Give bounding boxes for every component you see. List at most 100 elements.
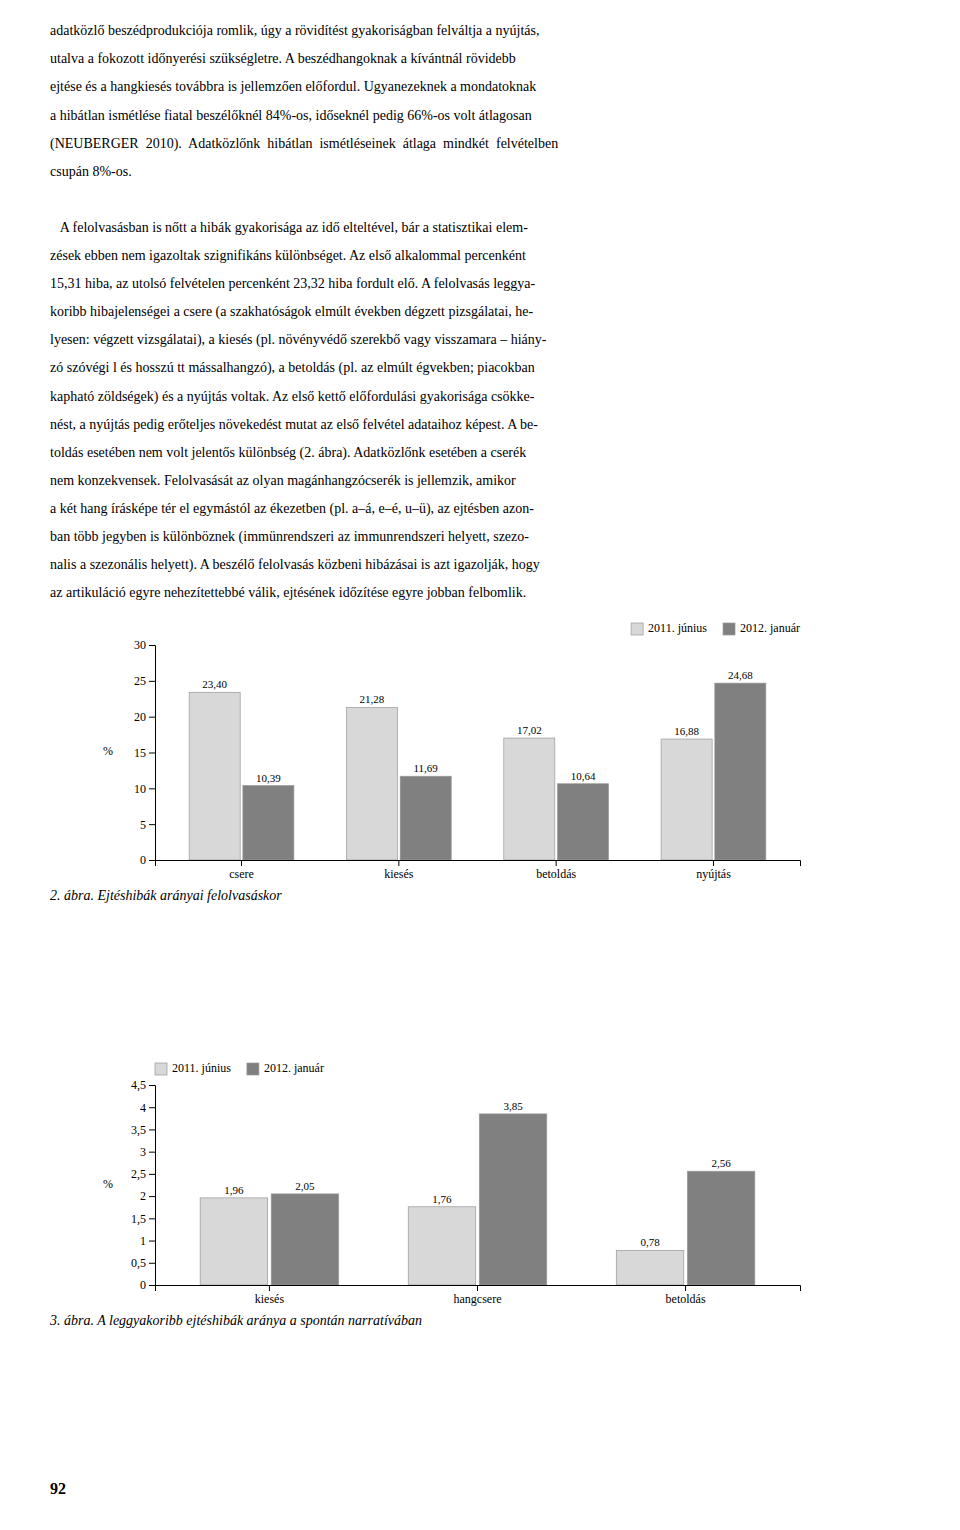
- x-tick-label: csere: [229, 867, 254, 881]
- text-line: (NEUBERGER 2010). Adatközlőnk hibátlan i…: [50, 136, 558, 152]
- bar: [189, 692, 240, 860]
- y-tick-label: 20: [134, 710, 146, 724]
- y-tick: 4,5: [131, 1078, 155, 1092]
- legend-item: 2011. június: [155, 1061, 231, 1075]
- y-tick-mark: [149, 788, 155, 789]
- y-tick: 0: [140, 853, 155, 867]
- x-tick: hangcsere: [454, 1285, 502, 1306]
- bar: [400, 776, 451, 860]
- legend-swatch: [723, 623, 735, 635]
- data-label: 0,78: [640, 1236, 660, 1248]
- x-tick-label: kiesés: [255, 1292, 285, 1306]
- y-tick-mark: [149, 1174, 155, 1175]
- text-line: koribb hibajelenségei a csere (a szakhat…: [50, 304, 534, 320]
- legend: 2011. június 2012. január: [155, 1061, 324, 1075]
- y-tick: 2: [140, 1189, 155, 1203]
- x-axis-line: [156, 861, 801, 867]
- x-tick-mark: [713, 860, 714, 866]
- y-tick-label: 0: [140, 853, 146, 867]
- y-tick: 15: [134, 746, 155, 760]
- x-tick: betoldás: [666, 1285, 706, 1306]
- y-tick-label: 30: [134, 638, 146, 652]
- bar: [271, 1194, 338, 1285]
- text-line: lyesen: végzett vizsgálatai), a kiesés (…: [50, 332, 547, 348]
- x-tick-mark: [685, 1285, 686, 1291]
- x-tick-mark: [241, 860, 242, 866]
- text-line: az artikuláció egyre nehezítettebbé váli…: [50, 585, 526, 600]
- y-tick-label: 4,5: [131, 1078, 146, 1092]
- x-tick-label: nyújtás: [696, 867, 731, 881]
- text-line: kapható zöldségek) és a nyújtás voltak. …: [50, 389, 535, 405]
- x-tick: kiesés: [255, 1285, 285, 1306]
- chart-caption: 3. ábra. A leggyakoribb ejtéshibák arány…: [49, 1313, 422, 1328]
- y-axis-line: [149, 646, 156, 861]
- legend-item: 2012. január: [247, 1061, 324, 1075]
- text-line: adatközlő beszédprodukciója romlik, úgy …: [50, 23, 539, 38]
- data-label: 2,05: [295, 1180, 315, 1192]
- chart: 1,961,760,782,053,852,56kieséshangcsereb…: [49, 1061, 801, 1328]
- data-labels: 1,961,760,782,053,852,56: [224, 1100, 731, 1248]
- y-tick: 10: [134, 782, 155, 796]
- x-tick-mark: [556, 860, 557, 866]
- x-tick: nyújtás: [696, 860, 731, 881]
- text-line: zések ebben nem igazoltak szignifikáns k…: [50, 248, 526, 263]
- legend-swatch: [247, 1063, 259, 1075]
- y-tick-mark: [149, 1196, 155, 1197]
- bar: [558, 784, 609, 860]
- bar: [200, 1198, 267, 1285]
- y-tick: 0,5: [131, 1256, 155, 1270]
- data-label: 16,88: [674, 725, 699, 737]
- bar: [504, 738, 555, 860]
- legend-label: 2012. január: [264, 1061, 324, 1075]
- y-tick: 3,5: [131, 1123, 155, 1137]
- y-tick-mark: [149, 717, 155, 718]
- legend-label: 2011. június: [648, 621, 707, 635]
- data-label: 23,40: [202, 678, 227, 690]
- y-tick: 5: [140, 818, 155, 832]
- y-tick-mark: [149, 753, 155, 754]
- legend-item: 2011. június: [631, 621, 707, 635]
- legend: 2011. június 2012. január: [631, 621, 800, 635]
- data-label: 1,96: [224, 1184, 244, 1196]
- x-tick-label: kiesés: [384, 867, 414, 881]
- text-line: ban több jegyben is különböznek (immünre…: [50, 529, 529, 545]
- bar: [616, 1250, 683, 1285]
- y-tick-mark: [149, 1285, 155, 1286]
- y-tick-mark: [149, 681, 155, 682]
- chart-caption: 2. ábra. Ejtéshibák arányai felolvasásko…: [50, 888, 282, 903]
- y-tick-mark: [149, 1152, 155, 1153]
- bar: [479, 1114, 546, 1285]
- y-tick-mark: [149, 1107, 155, 1108]
- bars: [200, 1114, 755, 1285]
- x-axis-line: [156, 1286, 801, 1292]
- text-line: A felolvasásban is nőtt a hibák gyakoris…: [50, 220, 528, 235]
- y-tick-label: 10: [134, 782, 146, 796]
- y-tick-label: 1: [140, 1234, 146, 1248]
- x-tick: kiesés: [384, 860, 414, 881]
- y-tick-label: 0: [140, 1278, 146, 1292]
- y-tick-mark: [149, 1263, 155, 1264]
- x-tick-label: betoldás: [666, 1292, 706, 1306]
- bar: [661, 739, 712, 860]
- x-tick-mark: [269, 1285, 270, 1291]
- text-line: nalis a szezonális helyett). A beszélő f…: [50, 557, 540, 573]
- y-tick-mark: [149, 1218, 155, 1219]
- y-tick: 4: [140, 1101, 155, 1115]
- y-tick: 1,5: [131, 1212, 155, 1226]
- y-tick: 30: [134, 638, 155, 652]
- text-line: ejtése és a hangkiesés továbbra is jelle…: [50, 79, 536, 94]
- data-label: 11,69: [414, 762, 439, 774]
- y-tick: 1: [140, 1234, 155, 1248]
- y-tick-mark: [149, 1085, 155, 1086]
- y-tick-label: 0,5: [131, 1256, 146, 1270]
- text-line: csupán 8%-os.: [50, 164, 132, 179]
- y-tick-label: 3,5: [131, 1123, 146, 1137]
- y-tick: 20: [134, 710, 155, 724]
- y-tick-label: 25: [134, 674, 146, 688]
- y-tick: 25: [134, 674, 155, 688]
- y-tick-mark: [149, 860, 155, 861]
- legend-label: 2012. január: [740, 621, 800, 635]
- page: adatközlő beszédprodukciója romlik, úgy …: [0, 0, 960, 1530]
- y-tick-mark: [149, 1241, 155, 1242]
- x-tick-label: betoldás: [536, 867, 576, 881]
